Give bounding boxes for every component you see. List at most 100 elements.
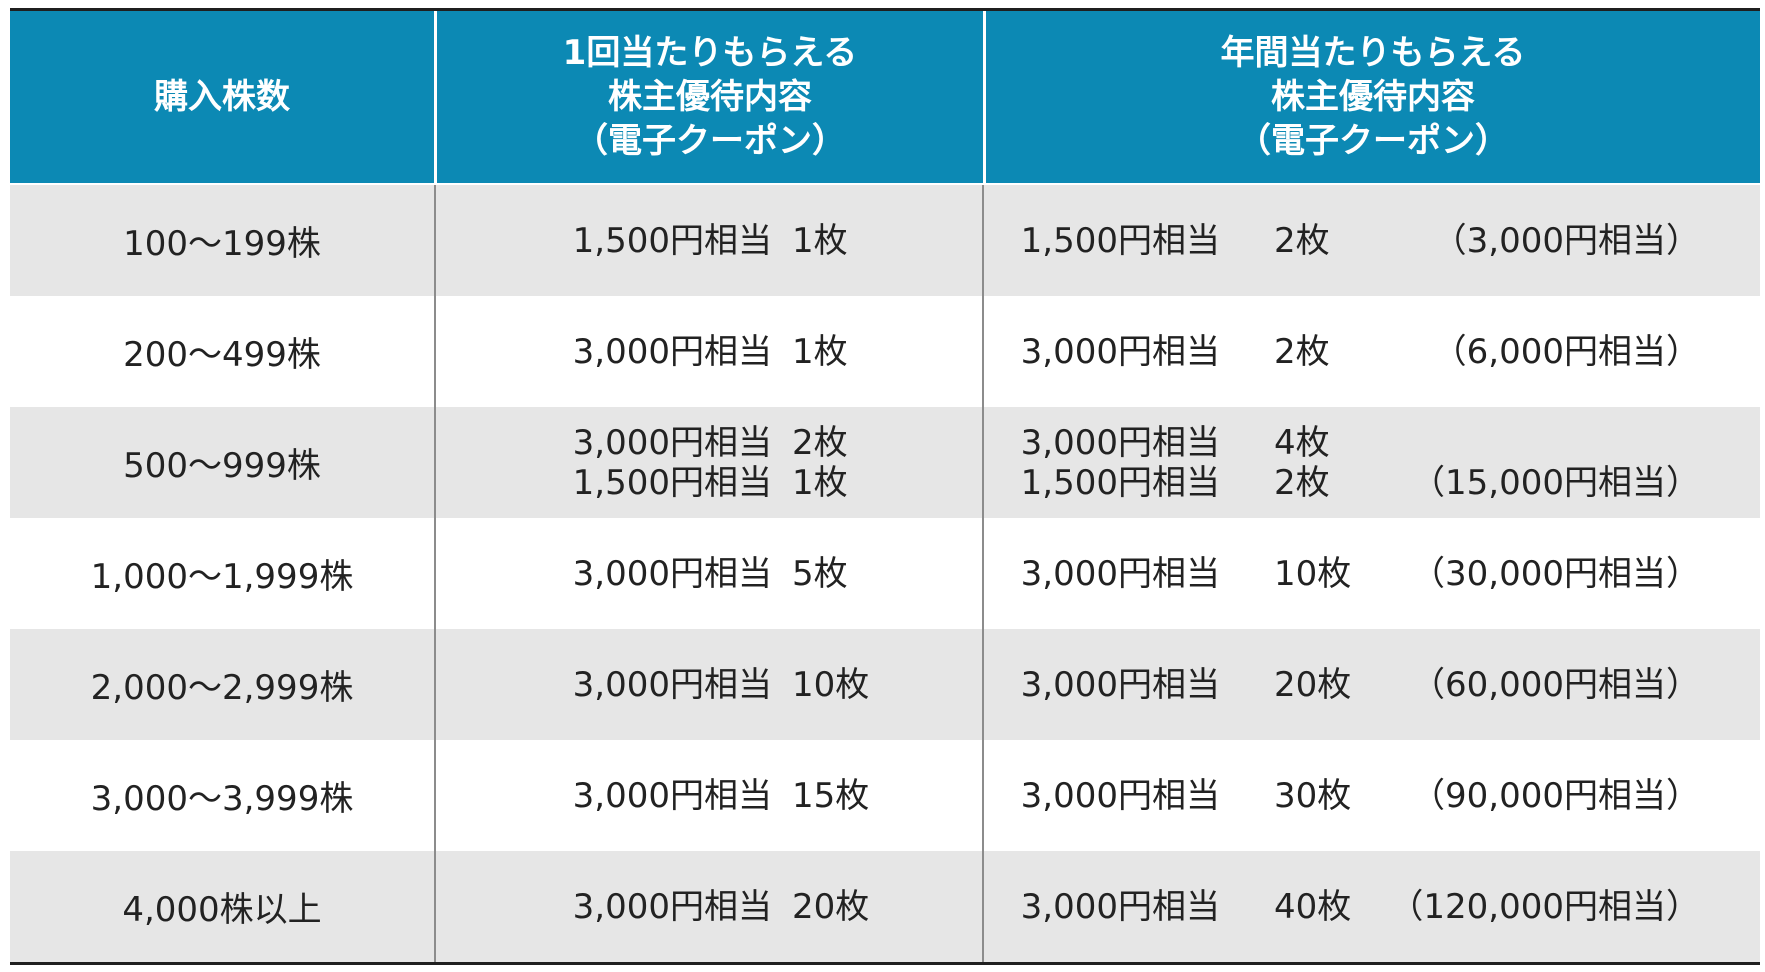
- shares-cell: 1,000〜1,999株: [10, 518, 436, 629]
- annual-total-line: （15,000円相当）: [984, 463, 1760, 503]
- coupon-line: 3,000円相当 5枚: [436, 554, 982, 594]
- shares-cell: 2,000〜2,999株: [10, 629, 436, 740]
- shares-value: 500〜999株: [123, 446, 321, 486]
- coupon-count: 1枚: [792, 463, 848, 503]
- coupon-amount: 1,500円相当: [1020, 463, 1220, 503]
- coupon-amount: 1,500円相当: [572, 221, 772, 261]
- header-annual-line: （電子クーポン）: [1236, 121, 1509, 161]
- coupon-line: 3,000円相当 1枚: [436, 332, 982, 372]
- table-top-rule: [10, 8, 1760, 11]
- coupon-amount: 3,000円相当: [572, 423, 772, 463]
- coupon-count: 20枚: [792, 887, 870, 927]
- annual-total-line: （90,000円相当）: [984, 776, 1760, 816]
- coupon-count: 2枚: [1274, 221, 1330, 261]
- coupon-line: 3,000円相当 4枚: [984, 423, 1760, 463]
- coupon-amount: 3,000円相当: [572, 887, 772, 927]
- coupon-line: 3,000円相当 30枚: [984, 776, 1760, 816]
- coupon-amount: 1,500円相当: [1020, 221, 1220, 261]
- annual-cell: 1,500円相当 2枚 （3,000円相当）: [984, 185, 1760, 296]
- coupon-line: 1,500円相当 2枚: [984, 463, 1760, 503]
- annual-total: （90,000円相当）: [1411, 776, 1700, 816]
- shares-value: 1,000〜1,999株: [90, 557, 354, 597]
- header-shares: 購入株数: [10, 11, 437, 183]
- shares-value: 200〜499株: [123, 335, 321, 375]
- shares-value: 4,000株以上: [122, 890, 322, 930]
- coupon-count: 20枚: [1274, 665, 1352, 705]
- coupon-count: 10枚: [792, 665, 870, 705]
- coupon-count: 2枚: [1274, 332, 1330, 372]
- header-annual-line: 株主優待内容: [1270, 77, 1475, 117]
- annual-cell: 3,000円相当 2枚 （6,000円相当）: [984, 296, 1760, 407]
- annual-total: （60,000円相当）: [1411, 665, 1700, 705]
- annual-total-line: （3,000円相当）: [984, 221, 1760, 261]
- coupon-line: 3,000円相当 2枚: [984, 332, 1760, 372]
- coupon-count: 15枚: [792, 776, 870, 816]
- header-annual-line: 年間当たりもらえる: [1220, 33, 1526, 73]
- coupon-count: 40枚: [1274, 887, 1352, 927]
- annual-cell: 3,000円相当 40枚 （120,000円相当）: [984, 851, 1760, 962]
- annual-total: （3,000円相当）: [1432, 221, 1700, 261]
- annual-total-line: （30,000円相当）: [984, 554, 1760, 594]
- annual-cell: 3,000円相当 20枚 （60,000円相当）: [984, 629, 1760, 740]
- annual-cell: 3,000円相当 10枚 （30,000円相当）: [984, 518, 1760, 629]
- coupon-line: 3,000円相当 10枚: [984, 554, 1760, 594]
- per-time-cell: 3,000円相当 1枚: [436, 296, 984, 407]
- shares-cell: 500〜999株: [10, 407, 436, 518]
- shares-cell: 3,000〜3,999株: [10, 740, 436, 851]
- annual-total: （6,000円相当）: [1432, 332, 1700, 372]
- per-time-cell: 3,000円相当 20枚: [436, 851, 984, 962]
- coupon-line: 1,500円相当 2枚: [984, 221, 1760, 261]
- annual-cell: 3,000円相当 30枚 （90,000円相当）: [984, 740, 1760, 851]
- header-per-time-line: （電子クーポン）: [573, 121, 846, 161]
- header-shares-label: 購入株数: [154, 77, 290, 117]
- annual-total-line: （6,000円相当）: [984, 332, 1760, 372]
- coupon-line: 3,000円相当 2枚: [436, 423, 982, 463]
- coupon-count: 2枚: [1274, 463, 1330, 503]
- shares-cell: 100〜199株: [10, 185, 436, 296]
- coupon-line: 3,000円相当 40枚: [984, 887, 1760, 927]
- coupon-amount: 3,000円相当: [1020, 887, 1220, 927]
- coupon-line: 3,000円相当 20枚: [984, 665, 1760, 705]
- per-time-cell: 3,000円相当 10枚: [436, 629, 984, 740]
- table-row: 1,000〜1,999株 3,000円相当 5枚 3,000円相当 10枚 （30,000…: [10, 518, 1760, 629]
- header-annual: 年間当たりもらえる 株主優待内容 （電子クーポン）: [986, 11, 1760, 183]
- shares-cell: 200〜499株: [10, 296, 436, 407]
- annual-total: （30,000円相当）: [1411, 554, 1700, 594]
- coupon-amount: 3,000円相当: [1020, 665, 1220, 705]
- coupon-amount: 1,500円相当: [572, 463, 772, 503]
- annual-cell: 3,000円相当 4枚 1,500円相当 2枚 （15,000円相当）: [984, 407, 1760, 518]
- annual-total-line: （120,000円相当）: [984, 887, 1760, 927]
- table-row: 200〜499株 3,000円相当 1枚 3,000円相当 2枚 （6,000円相当）: [10, 296, 1760, 407]
- per-time-cell: 3,000円相当 5枚: [436, 518, 984, 629]
- coupon-line: 3,000円相当 15枚: [436, 776, 982, 816]
- shares-value: 3,000〜3,999株: [90, 779, 354, 819]
- header-per-time: 1回当たりもらえる 株主優待内容 （電子クーポン）: [437, 11, 986, 183]
- coupon-count: 1枚: [792, 221, 848, 261]
- coupon-line: 3,000円相当 10枚: [436, 665, 982, 705]
- coupon-count: 5枚: [792, 554, 848, 594]
- shares-value: 100〜199株: [123, 224, 321, 264]
- coupon-count: 10枚: [1274, 554, 1352, 594]
- table-header: 購入株数 1回当たりもらえる 株主優待内容 （電子クーポン） 年間当たりもらえる…: [10, 11, 1760, 185]
- coupon-amount: 3,000円相当: [1020, 423, 1220, 463]
- header-per-time-line: 1回当たりもらえる: [562, 33, 858, 73]
- annual-total: （15,000円相当）: [1411, 463, 1700, 503]
- table-row: 500〜999株 3,000円相当 2枚 1,500円相当 1枚 3,000円相当 4枚 1,…: [10, 407, 1760, 518]
- header-per-time-line: 株主優待内容: [607, 77, 812, 117]
- coupon-amount: 3,000円相当: [1020, 332, 1220, 372]
- coupon-amount: 3,000円相当: [572, 332, 772, 372]
- table-bottom-rule: [10, 962, 1760, 965]
- table-row: 3,000〜3,999株 3,000円相当 15枚 3,000円相当 30枚 （90,00…: [10, 740, 1760, 851]
- coupon-count: 4枚: [1274, 423, 1330, 463]
- coupon-count: 2枚: [792, 423, 848, 463]
- coupon-amount: 3,000円相当: [572, 554, 772, 594]
- table-row: 4,000株以上 3,000円相当 20枚 3,000円相当 40枚 （120,000円相…: [10, 851, 1760, 962]
- table-row: 100〜199株 1,500円相当 1枚 1,500円相当 2枚 （3,000円相当）: [10, 185, 1760, 296]
- coupon-amount: 3,000円相当: [1020, 776, 1220, 816]
- per-time-cell: 3,000円相当 2枚 1,500円相当 1枚: [436, 407, 984, 518]
- coupon-amount: 3,000円相当: [1020, 554, 1220, 594]
- table-row: 2,000〜2,999株 3,000円相当 10枚 3,000円相当 20枚 （60,00…: [10, 629, 1760, 740]
- coupon-count: 30枚: [1274, 776, 1352, 816]
- annual-total-line: （60,000円相当）: [984, 665, 1760, 705]
- annual-total: （120,000円相当）: [1389, 887, 1700, 927]
